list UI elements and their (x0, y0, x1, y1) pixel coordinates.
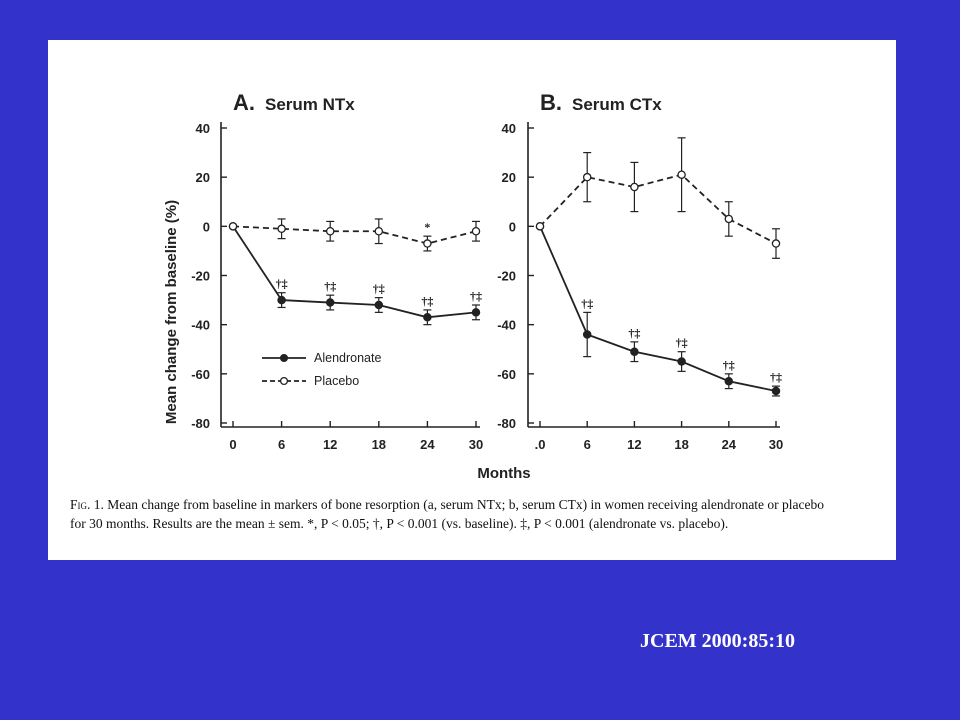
chart-panel-a: A. Serum NTx 40 20 0 -20 -40 -60 -80 0 6 12 18 24 30 †‡… (191, 90, 483, 452)
panel-a-placebo-series-line (232, 225, 477, 245)
panel-a-legend-placebo-marker (279, 376, 289, 386)
panel-b-y-tick-label: 20 (502, 170, 516, 185)
panel-a-alendronate-series-line (232, 225, 477, 319)
panel-a-placebo-data-point (325, 226, 335, 236)
panel-b-panel-letter: B. (540, 90, 562, 115)
panel-a-placebo-data-point (374, 226, 384, 236)
panel-b-x-tick-label: .0 (535, 437, 546, 452)
figure-caption: Fig. 1. Mean change from baseline in mar… (70, 495, 890, 533)
panel-a-legend-alendronate-label: Alendronate (314, 351, 381, 365)
panel-b-placebo-data-point (582, 172, 592, 182)
panel-a-y-tick-label: -60 (191, 367, 210, 382)
panel-b-significance-label: †‡ (676, 336, 688, 350)
chart-panel-b: B. Serum CTx 40 20 0 -20 -40 -60 -80 .0 6 12 18 24 30 †… (497, 90, 783, 452)
panel-b-placebo-data-point (535, 222, 545, 231)
panel-a-x-tick-label: 0 (229, 437, 236, 452)
panel-b-placebo-data-point (630, 182, 639, 192)
panel-b-x-tick-label: 18 (674, 437, 688, 452)
panel-b-y-tick-label: -80 (497, 416, 516, 431)
panel-a-alendronate-data-point (277, 295, 286, 305)
panel-a-x-tick-label: 30 (469, 437, 483, 452)
panel-a-y-tick-label: 20 (196, 170, 210, 185)
panel-a-alendronate-data-point (423, 313, 432, 322)
panel-a-alendronate-data-point (471, 308, 481, 317)
panel-b-alendronate-data-point (677, 357, 686, 366)
panel-b-significance-label: †‡ (581, 296, 593, 310)
panel-a-significance-label: †‡ (324, 279, 336, 293)
panel-a-significance-label: †‡ (373, 282, 385, 296)
panel-b-y-tick-label: -40 (497, 318, 516, 333)
panel-b-significance-label: †‡ (628, 326, 640, 340)
panel-b-placebo-data-point (724, 214, 734, 224)
panel-b-alendronate-series-line (539, 225, 777, 392)
panel-b-placebo-data-point (677, 170, 686, 179)
panel-a-alendronate-data-point (325, 298, 335, 307)
panel-b-significance-label: †‡ (723, 358, 735, 372)
caption-line-1: Mean change from baseline in markers of … (107, 497, 825, 512)
panel-b-placebo-data-point (771, 239, 781, 248)
panel-a-legend-placebo-label: Placebo (314, 374, 359, 388)
panel-a-significance-label: †‡ (276, 277, 288, 291)
panel-b-y-tick-label: -20 (497, 269, 516, 284)
panel-a-x-tick-label: 6 (278, 437, 285, 452)
panel-a-placebo-data-point (228, 222, 238, 231)
panel-a-x-tick-label: 12 (323, 437, 337, 452)
panel-b-placebo-series-line (539, 173, 777, 245)
x-axis-label: Months (477, 465, 530, 482)
figure-panel: Mean change from baseline (%) Months A. S… (48, 40, 896, 560)
panel-a-x-tick-label: 24 (420, 437, 435, 452)
panel-b-x-tick-label: 6 (584, 437, 591, 452)
panel-a-y-tick-label: -40 (191, 318, 210, 333)
y-axis-label: Mean change from baseline (%) (163, 200, 180, 424)
panel-a-panel-letter: A. (233, 90, 255, 115)
panel-b-significance-label: †‡ (770, 370, 782, 384)
panel-a-chart-title: Serum NTx (265, 95, 355, 114)
caption-line-2: for 30 months. Results are the mean ± se… (70, 516, 729, 531)
panel-a-placebo-data-point (277, 224, 286, 234)
panel-a-legend-alendronate-marker (279, 353, 289, 363)
panel-a-x-tick-label: 18 (372, 437, 386, 452)
panel-b-chart-title: Serum CTx (572, 95, 662, 114)
panel-a-alendronate-data-point (374, 300, 384, 310)
panel-b-alendronate-data-point (582, 330, 592, 339)
citation-text: JCEM 2000:85:10 (640, 630, 795, 652)
panel-b-y-tick-label: 40 (502, 121, 516, 136)
panel-a-y-tick-label: -20 (191, 269, 210, 284)
panel-b-alendronate-data-point (630, 347, 639, 356)
panel-a-y-tick-label: 40 (196, 121, 210, 136)
figure-charts: Mean change from baseline (%) Months A. S… (163, 90, 783, 482)
panel-b-x-tick-label: 24 (722, 437, 737, 452)
panel-a-significance-label: †‡ (470, 289, 482, 303)
panel-a-y-tick-label: -80 (191, 416, 210, 431)
panel-b-y-tick-label: -60 (497, 367, 516, 382)
panel-a-placebo-data-point (471, 226, 481, 236)
panel-b-y-tick-label: 0 (509, 219, 516, 234)
panel-b-x-tick-label: 30 (769, 437, 783, 452)
caption-fig-label: Fig. 1. (70, 497, 104, 512)
panel-a-y-tick-label: 0 (203, 219, 210, 234)
panel-b-alendronate-data-point (724, 376, 734, 386)
panel-a-placebo-data-point (423, 239, 432, 248)
panel-a-significance-label: †‡ (421, 294, 433, 308)
panel-b-x-tick-label: 12 (627, 437, 641, 452)
panel-a-significance-label: * (424, 220, 430, 234)
panel-b-alendronate-data-point (771, 386, 781, 396)
